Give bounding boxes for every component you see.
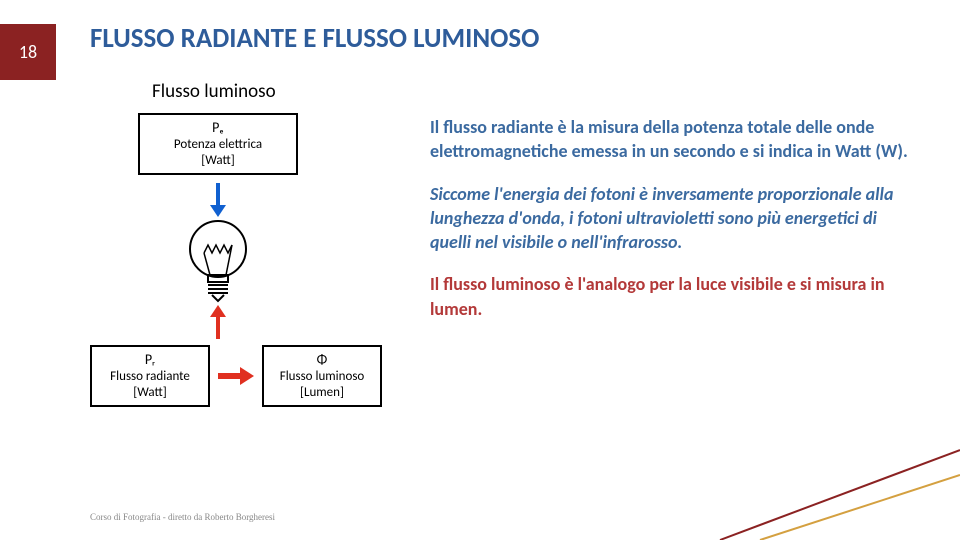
left-box-line2: [Watt] — [94, 385, 206, 401]
diagram: Flusso luminoso Pₑ Potenza elettrica [Wa… — [90, 80, 390, 407]
diagram-lower-row: Pᵣ Flusso radiante [Watt] Φ Flusso lumin… — [90, 345, 390, 407]
diagram-right-box: Φ Flusso luminoso [Lumen] — [262, 345, 382, 407]
slide-number: 18 — [19, 41, 37, 63]
diagram-left-box: Pᵣ Flusso radiante [Watt] — [90, 345, 210, 407]
paragraph-3: Il flusso luminoso è l'analogo per la lu… — [430, 272, 910, 321]
title-text: FLUSSO RADIANTE E FLUSSO LUMINOSO — [90, 22, 539, 55]
top-box-line1: Potenza elettrica — [142, 137, 294, 153]
slide-title: FLUSSO RADIANTE E FLUSSO LUMINOSO — [90, 22, 539, 55]
paragraph-1: Il flusso radiante è la misura della pot… — [430, 115, 910, 164]
diagram-heading: Flusso luminoso — [152, 80, 390, 103]
left-box-line1: Flusso radiante — [94, 369, 206, 385]
right-box-line1: Flusso luminoso — [266, 369, 378, 385]
slide-number-box: 18 — [0, 24, 56, 80]
footer-text: Corso di Fotografia - diretto da Roberto… — [90, 512, 275, 522]
decorative-lines — [660, 400, 960, 540]
bulb-area — [138, 181, 298, 341]
top-box-line2: [Watt] — [142, 153, 294, 169]
content-area: Il flusso radiante è la misura della pot… — [430, 115, 910, 339]
paragraph-2: Siccome l'energia dei fotoni è inversame… — [430, 182, 910, 255]
arrow-right-icon — [216, 364, 256, 388]
left-box-symbol: Pᵣ — [94, 351, 206, 369]
diagram-top-box: Pₑ Potenza elettrica [Watt] — [138, 113, 298, 175]
right-box-line2: [Lumen] — [266, 385, 378, 401]
top-box-symbol: Pₑ — [142, 119, 294, 137]
right-box-symbol: Φ — [266, 351, 378, 369]
bulb-icon — [178, 181, 258, 341]
